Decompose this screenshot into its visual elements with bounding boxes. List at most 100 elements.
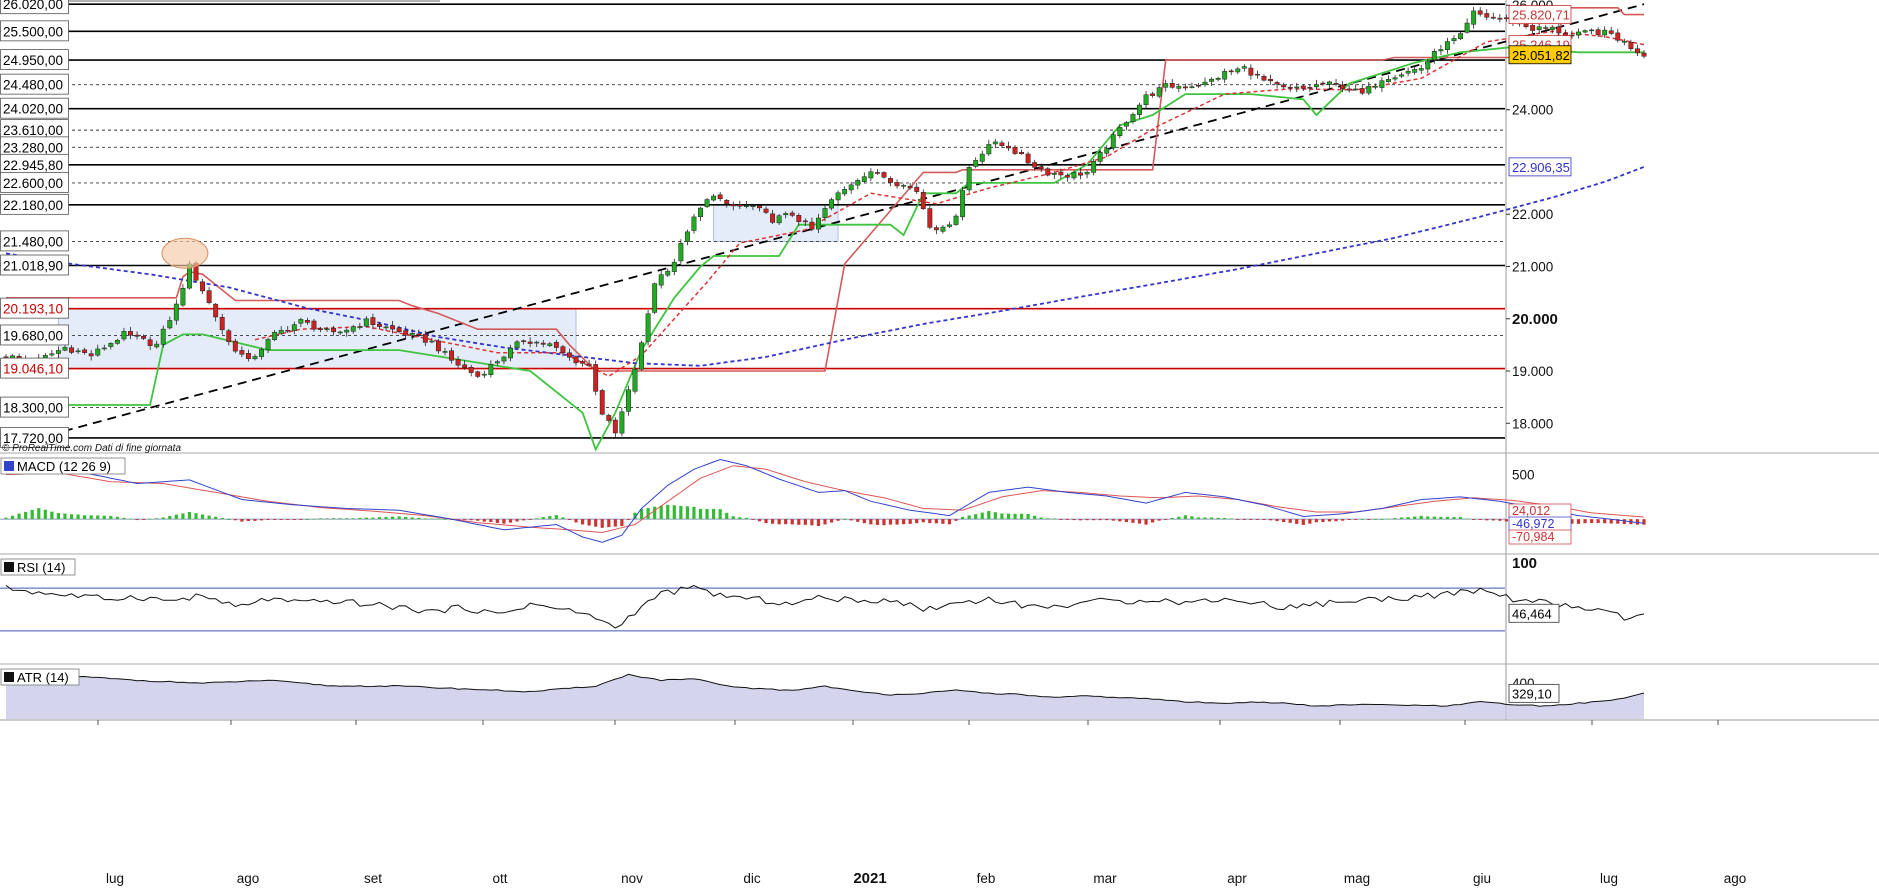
macd-histogram-bar <box>712 508 716 520</box>
candle <box>449 347 454 364</box>
level-label-box <box>0 324 69 346</box>
macd-histogram-bar <box>273 519 277 520</box>
candle-body <box>1209 78 1215 82</box>
time-axis-label: dic <box>743 871 761 886</box>
candle-body <box>658 274 664 286</box>
candle <box>770 210 776 225</box>
candle <box>475 370 481 379</box>
macd-histogram-bar <box>17 513 21 520</box>
candle-body <box>1444 41 1450 51</box>
candle <box>272 329 278 342</box>
candle-body <box>324 328 330 331</box>
macd-histogram-bar <box>1157 519 1161 521</box>
candle <box>927 205 933 230</box>
price-badge: 25.820,71 <box>1508 5 1572 24</box>
candle <box>966 164 972 193</box>
macd-histogram-bar <box>1386 518 1391 520</box>
candle <box>1189 82 1195 89</box>
candle <box>1104 145 1110 157</box>
macd-histogram-bar <box>1642 519 1646 525</box>
candle-body <box>711 195 717 201</box>
candle-body <box>1025 153 1031 164</box>
macd-histogram-bar <box>220 517 224 520</box>
macd-histogram-bar <box>1118 519 1122 522</box>
macd-histogram-bar <box>849 519 853 521</box>
macd-histogram-bar <box>148 518 152 520</box>
macd-histogram-bar <box>1288 519 1292 523</box>
candle <box>514 340 520 350</box>
candle-body <box>1451 38 1457 42</box>
macd-badge-text: -46,972 <box>1512 517 1554 531</box>
price-pane: 26.020,00 25.500,00 24.950,00 24.480,00 24.0… <box>0 0 1647 454</box>
macd-histogram-bar <box>279 519 283 520</box>
price-axis-label: 19.000 <box>1512 364 1553 379</box>
macd-histogram-bar <box>253 519 257 521</box>
level-label: 19.046,10 <box>0 357 69 379</box>
candle <box>724 199 730 208</box>
level-label-text: 23.280,00 <box>3 140 63 155</box>
candle-body <box>1222 71 1228 80</box>
candle <box>494 359 500 366</box>
atr-pane: ATR (14) <box>0 668 1645 719</box>
candle-body <box>1425 61 1431 70</box>
time-axis-label: 2021 <box>853 870 886 887</box>
macd-histogram-bar <box>1616 519 1620 524</box>
candle <box>606 413 612 423</box>
candle <box>1549 25 1555 34</box>
time-axis-label: ott <box>492 871 507 886</box>
candle-body <box>265 339 271 350</box>
candle <box>298 317 304 328</box>
macd-histogram-bar <box>358 517 362 520</box>
candle-body <box>311 320 317 330</box>
macd-histogram-bar <box>1367 519 1371 520</box>
candle <box>147 336 153 351</box>
candle <box>422 330 428 347</box>
candle-body <box>383 326 389 329</box>
candle-body <box>1438 49 1444 52</box>
macd-histogram-bar <box>626 519 631 520</box>
macd-histogram-bar <box>1327 519 1332 522</box>
candle <box>1025 151 1031 165</box>
level-label-box <box>0 230 69 252</box>
macd-badge: -70,984 <box>1508 529 1572 545</box>
macd-histogram-bar <box>430 518 434 520</box>
candle <box>1254 70 1260 79</box>
macd-histogram-bar <box>351 518 355 520</box>
candle <box>815 213 821 234</box>
macd-histogram-bar <box>1183 515 1187 520</box>
macd-histogram-bar <box>843 519 847 520</box>
candle-body <box>1254 73 1260 76</box>
candle-body <box>1091 161 1097 173</box>
highlight-marker <box>161 237 209 269</box>
macd-histogram-bar <box>928 519 932 524</box>
candle <box>1202 77 1208 87</box>
macd-badge-text: 24,012 <box>1512 504 1550 518</box>
macd-histogram-bar <box>535 518 539 520</box>
macd-histogram-bar <box>1072 519 1076 521</box>
candle-body <box>1294 86 1300 89</box>
candle <box>442 347 448 356</box>
price-badge-box <box>1508 45 1572 65</box>
consolidation-box <box>58 307 577 369</box>
candle-body <box>645 313 651 342</box>
candle <box>311 318 317 332</box>
candle-body <box>874 172 880 174</box>
macd-histogram-bar <box>967 515 971 520</box>
macd-histogram-bar <box>1406 517 1410 520</box>
level-label-text: 18.300,00 <box>3 401 63 416</box>
candle-body <box>173 303 179 321</box>
candle <box>1327 80 1332 89</box>
atr-badge-box <box>1508 683 1560 703</box>
time-axis-label: ago <box>237 871 260 886</box>
macd-histogram-bar <box>1203 517 1207 520</box>
candle <box>914 182 920 194</box>
candle <box>901 183 907 190</box>
candle-body <box>1372 86 1378 88</box>
candle <box>802 218 808 226</box>
level-label: 23.610,00 <box>0 119 69 141</box>
level-label-box <box>0 49 69 70</box>
candle-body <box>1556 26 1562 34</box>
macd-histogram-bar <box>76 514 80 520</box>
candle-body <box>599 390 605 415</box>
candle <box>1490 12 1496 20</box>
